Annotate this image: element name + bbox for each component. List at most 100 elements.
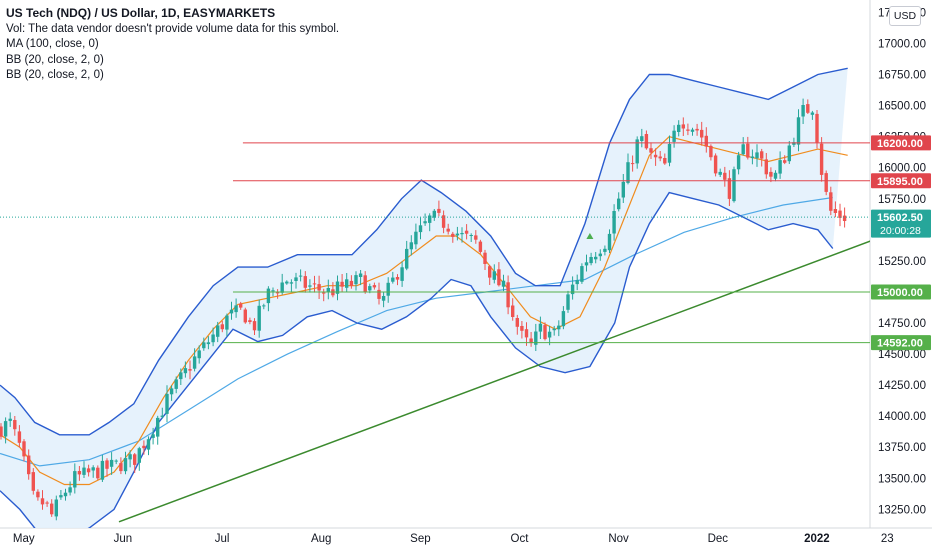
- candle: [220, 320, 224, 333]
- candle: [584, 254, 589, 272]
- candle-up: [262, 305, 266, 307]
- candle-down: [446, 228, 450, 232]
- candle: [672, 125, 676, 148]
- candle-up: [607, 233, 612, 251]
- candle: [275, 289, 280, 299]
- price-badge-15895-00[interactable]: [871, 173, 931, 189]
- candle-up: [183, 368, 188, 374]
- candle-up: [736, 155, 741, 170]
- bollinger-lower-line: [0, 191, 834, 528]
- candle-down: [709, 145, 713, 158]
- candle-up: [68, 487, 72, 493]
- candle: [570, 276, 575, 300]
- candle: [446, 223, 450, 235]
- candle-up: [63, 492, 68, 497]
- candle: [40, 490, 45, 510]
- candle: [262, 303, 266, 310]
- time-tick-label: Sep: [410, 533, 430, 545]
- candle-down: [239, 303, 243, 308]
- candle-up: [192, 356, 197, 369]
- candle-up: [391, 277, 395, 282]
- candle: [778, 151, 782, 179]
- candle: [27, 449, 31, 480]
- candle: [534, 323, 538, 351]
- candle: [704, 127, 708, 153]
- candle: [760, 148, 764, 167]
- candle-up: [635, 139, 639, 164]
- candle-up: [598, 253, 602, 257]
- candle: [469, 233, 473, 242]
- candle: [165, 385, 169, 423]
- price-badge-15895-00-text: 15895.00: [877, 176, 923, 188]
- candle-up: [626, 162, 630, 183]
- price-tick-label: 13500.00: [878, 473, 926, 485]
- candle-up: [206, 342, 211, 345]
- ascending-trendline[interactable]: [118, 224, 917, 523]
- candle: [423, 213, 427, 226]
- candle-up: [179, 372, 183, 380]
- candle: [718, 168, 722, 177]
- candle: [464, 224, 469, 240]
- ma-indicator-label[interactable]: MA (100, close, 0): [6, 38, 99, 50]
- candle: [635, 136, 639, 169]
- candle: [727, 170, 732, 206]
- candle: [243, 307, 247, 324]
- current-price-badge[interactable]: [871, 209, 931, 238]
- candle-up: [755, 152, 759, 159]
- candle-up: [501, 280, 506, 287]
- candle: [649, 142, 653, 159]
- candle-down: [27, 455, 31, 475]
- candle: [520, 321, 524, 339]
- candle-down: [86, 468, 91, 473]
- symbol-title[interactable]: US Tech (NDQ) / US Dollar, 1D, EASYMARKE…: [6, 6, 276, 20]
- candle: [506, 275, 510, 315]
- candle: [248, 317, 252, 325]
- candle: [183, 361, 188, 378]
- candle-down: [322, 292, 326, 294]
- candle-up: [667, 144, 672, 163]
- candle-up: [257, 305, 261, 331]
- candle-up: [801, 105, 805, 117]
- bollinger-fill: [0, 68, 848, 528]
- candle-down: [474, 235, 478, 240]
- currency-button[interactable]: USD: [889, 6, 921, 26]
- price-badge-15000-00[interactable]: [871, 284, 931, 300]
- drawing-lines[interactable]: [0, 142, 917, 523]
- candle: [146, 436, 151, 456]
- candle-down: [529, 338, 533, 344]
- price-axis[interactable]: 13250.00 13500.00 13750.00 14000.00 14250.00…: [871, 7, 931, 516]
- candle: [298, 269, 303, 282]
- candle: [216, 321, 220, 343]
- volume-note: Vol: The data vendor doesn't provide vol…: [6, 22, 340, 35]
- candle-down: [303, 276, 307, 288]
- candle-up: [271, 290, 275, 292]
- candle: [391, 271, 395, 284]
- bb-indicator-label-2[interactable]: BB (20, close, 2, 0): [6, 69, 104, 81]
- candle: [732, 166, 736, 203]
- candle-down: [543, 325, 547, 340]
- candle-up: [584, 262, 589, 266]
- candle-down: [506, 282, 510, 308]
- candle-up: [151, 434, 155, 438]
- candle: [45, 500, 49, 507]
- price-badge-16200-00[interactable]: [871, 135, 931, 151]
- candle-up: [197, 350, 201, 359]
- bb-indicator-label-1[interactable]: BB (20, close, 2, 0): [6, 53, 104, 66]
- candle: [381, 292, 386, 308]
- time-axis[interactable]: May Jun Jul Aug Sep Oct Nov Dec 2022 23: [13, 533, 894, 545]
- candle-up: [211, 334, 215, 343]
- candle-up: [400, 267, 404, 281]
- candle: [451, 231, 455, 243]
- candle: [109, 452, 114, 475]
- candle-up: [128, 454, 132, 460]
- candle: [0, 423, 3, 440]
- candle-up: [640, 136, 644, 141]
- candle-down: [243, 309, 247, 323]
- time-tick-label: Jun: [114, 533, 133, 545]
- candle: [589, 252, 593, 266]
- candle: [552, 325, 556, 336]
- candle-up: [229, 309, 234, 314]
- candle: [335, 275, 340, 301]
- price-badge-14592-00[interactable]: [871, 335, 931, 351]
